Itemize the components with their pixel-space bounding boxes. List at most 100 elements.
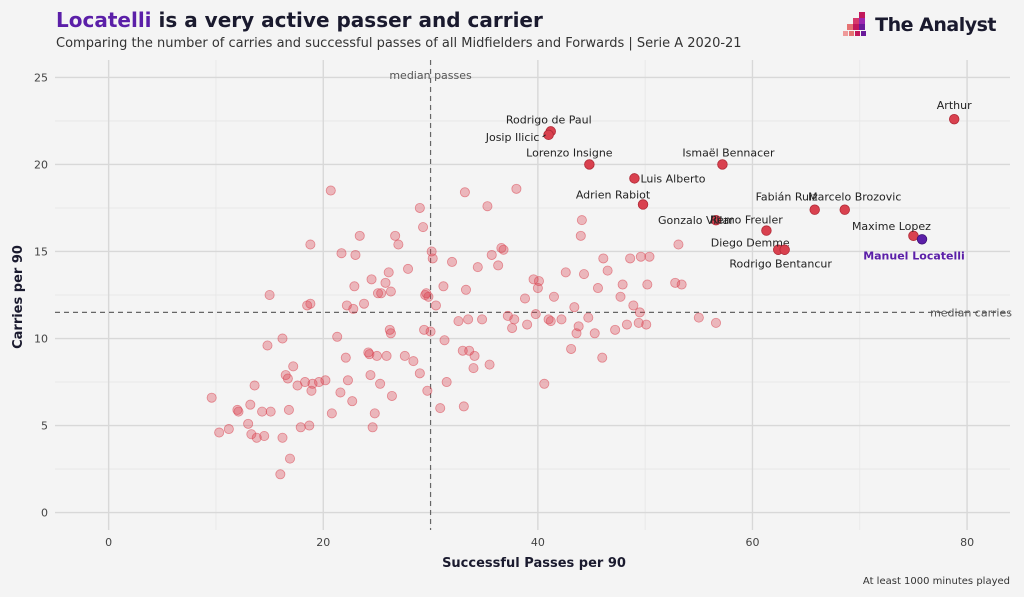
scatter-point (259, 430, 270, 441)
scatter-point (528, 274, 539, 285)
scatter-point (262, 340, 273, 351)
scatter-point (313, 377, 324, 388)
label-connector (542, 134, 546, 138)
scatter-point (264, 289, 275, 300)
scatter-point (403, 263, 414, 274)
scatter-point (545, 316, 556, 327)
y-tick-label: 20 (34, 158, 48, 171)
point-label: Ismaël Bennacer (682, 146, 775, 159)
background-points (206, 183, 721, 480)
scatter-point (288, 361, 299, 372)
labeled-point (779, 244, 790, 255)
scatter-point (634, 307, 645, 318)
labeled-point (629, 173, 640, 184)
scatter-point (348, 303, 359, 314)
scatter-point (347, 396, 358, 407)
scatter-point (423, 291, 434, 302)
scatter-point (245, 399, 256, 410)
highlight-point (916, 234, 928, 245)
scatter-point (498, 244, 509, 255)
point-label: Diego Demme (711, 237, 790, 250)
scatter-point (422, 385, 433, 396)
scatter-point (233, 406, 244, 417)
scatter-point (430, 300, 441, 311)
scatter-point (371, 350, 382, 361)
point-label: Arthur (937, 99, 972, 112)
scatter-point (463, 314, 474, 325)
labeled-point (710, 214, 722, 226)
scatter-point (418, 222, 429, 233)
scatter-point (579, 269, 590, 280)
y-tick-label: 5 (41, 420, 48, 433)
scatter-point (277, 333, 288, 344)
scatter-point (427, 253, 438, 264)
point-label: Fabián Ruiz (756, 191, 818, 204)
scatter-point (598, 253, 609, 264)
labeled-point (949, 113, 960, 125)
scatter-point (365, 370, 376, 381)
x-tick-label: 20 (316, 536, 330, 549)
scatter-point (477, 314, 488, 325)
scatter-point (507, 323, 518, 334)
point-label: Adrien Rabiot (576, 188, 651, 201)
point-label: Rodrigo de Paul (506, 113, 592, 126)
scatter-point (592, 283, 603, 294)
scatter-point (710, 317, 721, 328)
point-label: Marcelo Brozovic (808, 191, 901, 204)
point-label: Lorenzo Insigne (526, 146, 613, 159)
scatter-point (275, 469, 286, 480)
y-tick-label: 25 (34, 71, 48, 84)
scatter-point (336, 248, 347, 259)
scatter-point (453, 316, 464, 327)
labeled-point (761, 225, 772, 236)
scatter-point (548, 291, 559, 302)
y-tick-label: 10 (34, 333, 48, 346)
scatter-point (583, 312, 594, 323)
labeled-point (543, 129, 554, 141)
scatter-point (223, 424, 234, 435)
scatter-point (386, 390, 397, 401)
scatter-point (641, 319, 652, 330)
labeled-points: Arthur Rodrigo de Paul Josip Ilicic Lorenzo… (485, 99, 972, 271)
scatter-point (468, 363, 479, 374)
scatter-point (305, 239, 316, 250)
y-tick-label: 0 (41, 507, 48, 520)
scatter-point (249, 380, 260, 391)
scatter-point (257, 406, 268, 417)
x-tick-label: 0 (105, 536, 112, 549)
scatter-point (469, 350, 480, 361)
scatter-point (511, 183, 522, 194)
title-rest: is a very active passer and carrier (151, 8, 543, 32)
scatter-point (393, 239, 404, 250)
scatter-point (305, 298, 316, 309)
scatter-point (509, 314, 520, 325)
labeled-point (839, 204, 850, 215)
scatter-point (435, 403, 446, 414)
labeled-point (717, 159, 728, 170)
axis-ticks: 0 20 40 60 80 0 5 10 15 20 25 (34, 71, 974, 549)
scatter-point (375, 378, 386, 389)
scatter-point (472, 262, 483, 273)
scatter-point (486, 249, 497, 260)
scatter-point (625, 253, 636, 264)
scatter-point (419, 324, 430, 335)
scatter-point (307, 378, 318, 389)
scatter-point (633, 317, 644, 328)
scatter-point (284, 453, 295, 464)
scatter-point (376, 288, 387, 299)
scatter-point (300, 377, 311, 388)
scatter-point (408, 356, 419, 367)
scatter-point (335, 387, 346, 398)
chart-title: Locatelli is a very active passer and ca… (56, 8, 543, 32)
scatter-point (385, 286, 396, 297)
median-passes-label: median passes (389, 69, 472, 82)
scatter-point (383, 267, 394, 278)
scatter-point (320, 375, 331, 386)
scatter-point (459, 187, 470, 198)
scatter-point (556, 314, 567, 325)
scatter-point (644, 251, 655, 262)
y-tick-label: 15 (34, 245, 48, 258)
scatter-point (533, 276, 544, 287)
scatter-point (359, 298, 370, 309)
scatter-point (325, 185, 336, 196)
